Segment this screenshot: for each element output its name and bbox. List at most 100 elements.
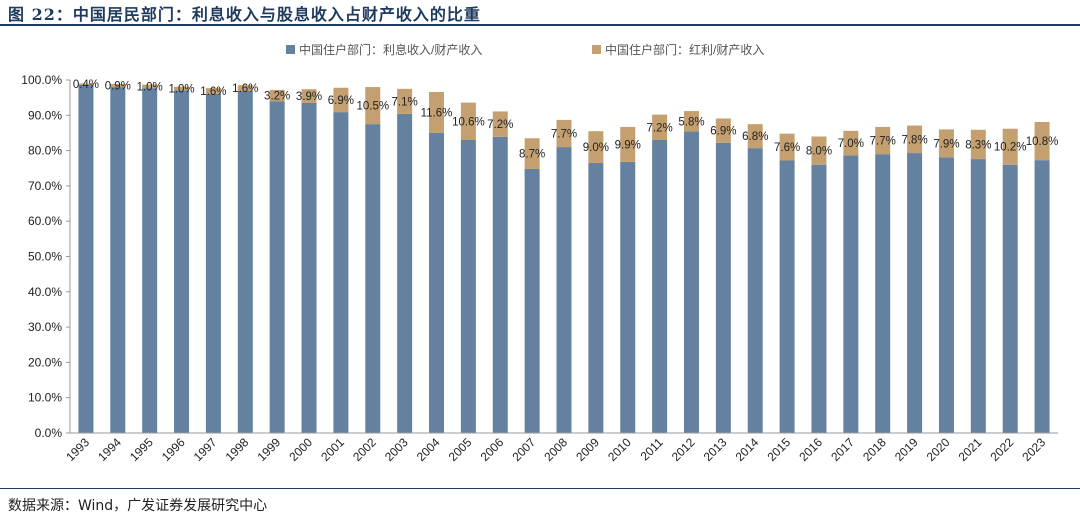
bar-dividend-2003 (397, 88, 413, 114)
stacked-bar-chart: 中国住户部门：利息收入/财产收入 中国住户部门：红利/财产收入 0.0% 10.0%… (21, 42, 1059, 464)
data-label-2011: 7.2% (647, 122, 673, 134)
bar-interest-1998 (237, 90, 253, 434)
x-tick-label-2011: 2011 (638, 435, 666, 463)
bar-dividend-2011 (652, 114, 668, 141)
legend-label-1: 中国住户部门：红利/财产收入 (605, 42, 764, 57)
bar-dividend-2007 (524, 138, 540, 169)
data-label-2015: 7.6% (774, 142, 800, 154)
bar-dividend-2021 (970, 129, 986, 160)
data-label-2016: 8.0% (806, 146, 832, 158)
x-tick-label-1996: 1996 (159, 435, 188, 464)
data-label-2014: 6.8% (742, 131, 768, 143)
data-label-2013: 6.9% (710, 126, 736, 138)
bar-interest-2004 (429, 132, 445, 433)
x-tick-label-2015: 2015 (764, 435, 793, 464)
y-tick-label: 0.0% (35, 426, 63, 440)
bar-interest-2023 (1034, 160, 1050, 434)
bar-interest-2022 (1002, 164, 1018, 433)
x-tick-label-1995: 1995 (127, 435, 156, 464)
bar-interest-1997 (205, 93, 221, 433)
y-tick-label: 100.0% (21, 73, 62, 87)
bar-interest-2010 (620, 161, 636, 433)
y-tick-label: 90.0% (28, 108, 62, 122)
data-label-1994: 0.9% (105, 80, 131, 92)
bar-dividend-1997 (205, 88, 221, 94)
chart-legend: 中国住户部门：利息收入/财产收入 中国住户部门：红利/财产收入 (286, 42, 764, 57)
bar-interest-2000 (301, 102, 317, 433)
data-label-2005: 10.6% (452, 116, 485, 128)
x-tick-label-2002: 2002 (350, 435, 379, 464)
x-tick-label-1997: 1997 (191, 435, 220, 464)
bar-interest-1999 (269, 101, 285, 434)
x-tick-label-2005: 2005 (446, 435, 475, 464)
data-label-2023: 10.8% (1026, 136, 1059, 148)
x-axis: 1993 1994 1995 1996 1997 1998 1999 2000 2001 2002… (63, 432, 1058, 464)
data-label-1995: 1.0% (137, 81, 163, 93)
bar-interest-2006 (492, 136, 508, 433)
bar-interest-1995 (142, 88, 158, 433)
bar-interest-2008 (556, 147, 572, 433)
bar-interest-2009 (588, 162, 604, 433)
data-label-1999: 3.2% (264, 91, 290, 103)
bar-dividend-1998 (237, 85, 253, 91)
bar-interest-2019 (907, 153, 923, 434)
bar-interest-2013 (715, 142, 731, 434)
y-axis: 0.0% 10.0% 20.0% 30.0% 40.0% 50.0% 60.0% 70.0% 8… (21, 73, 71, 440)
x-tick-label-2021: 2021 (956, 435, 985, 464)
data-label-2008: 7.7% (551, 128, 577, 140)
x-tick-label-2000: 2000 (286, 435, 315, 464)
x-tick-label-2006: 2006 (478, 435, 507, 464)
y-tick-label: 20.0% (28, 355, 62, 369)
bar-dividend-2022 (1002, 128, 1018, 165)
bar-dividend-2008 (556, 119, 572, 148)
y-tick-label: 30.0% (28, 320, 62, 334)
x-tick-label-2020: 2020 (924, 435, 953, 464)
bar-dividend-2002 (365, 87, 381, 125)
x-tick-label-2010: 2010 (605, 435, 634, 464)
x-tick-label-2012: 2012 (669, 435, 698, 464)
data-label-2019: 7.8% (901, 134, 927, 146)
bar-interest-2015 (779, 160, 795, 433)
bar-interest-2005 (460, 140, 476, 433)
data-label-2001: 6.9% (328, 95, 354, 107)
bar-dividend-2023 (1034, 122, 1050, 161)
bar-interest-2003 (397, 113, 413, 433)
data-label-2003: 7.1% (392, 96, 418, 108)
x-tick-label-2017: 2017 (828, 435, 857, 464)
bar-interest-2001 (333, 112, 349, 434)
x-tick-label-2018: 2018 (860, 435, 889, 464)
y-tick-label: 60.0% (28, 214, 62, 228)
bar-interest-2020 (938, 157, 954, 433)
y-tick-label: 40.0% (28, 285, 62, 299)
data-label-1997: 1.6% (200, 86, 226, 98)
bar-interest-1993 (78, 84, 94, 433)
bar-dividend-1994 (110, 83, 126, 88)
legend-swatch-1 (592, 45, 601, 54)
bar-interest-1996 (174, 90, 190, 433)
data-label-2018: 7.7% (870, 136, 896, 148)
bar-dividend-2015 (779, 133, 795, 161)
x-tick-label-2014: 2014 (733, 435, 762, 464)
bar-interest-2014 (747, 148, 763, 433)
bar-interest-2007 (524, 168, 540, 433)
bar-series (78, 83, 1050, 434)
bar-dividend-2013 (715, 118, 731, 143)
bar-interest-2016 (811, 164, 827, 433)
data-label-2017: 7.0% (838, 138, 864, 150)
bar-interest-2018 (875, 154, 891, 433)
x-tick-label-2004: 2004 (414, 435, 443, 464)
bar-interest-1994 (110, 87, 126, 433)
bar-dividend-1996 (174, 86, 190, 91)
bar-dividend-2005 (460, 102, 476, 141)
data-label-2002: 10.5% (356, 101, 389, 113)
bar-dividend-2010 (620, 126, 636, 162)
data-label-2021: 8.3% (965, 139, 991, 151)
x-tick-label-2022: 2022 (988, 435, 1017, 464)
data-label-1993: 0.4% (73, 79, 99, 91)
bar-dividend-2016 (811, 136, 827, 165)
y-tick-label: 50.0% (28, 250, 62, 264)
bar-interest-2011 (652, 140, 668, 433)
x-tick-label-1998: 1998 (223, 435, 252, 464)
bar-dividend-2001 (333, 87, 349, 113)
data-labels: 0.4% 0.9% 1.0% 1.0% 1.6% 1.6%3.2% 3.9% 6.9% 10.5… (73, 79, 1059, 160)
